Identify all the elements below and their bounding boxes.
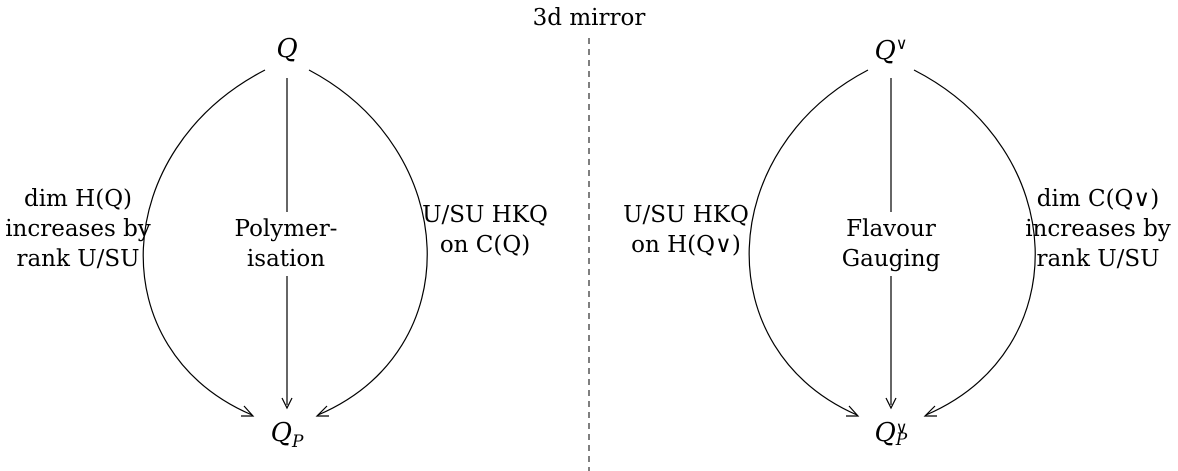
- right-center-arrowhead: [885, 397, 897, 410]
- left-center-line2: isation: [246, 246, 326, 272]
- left-bottom-node: QP: [270, 418, 304, 452]
- right-inner-label: U/SU HKQ on H(Q∨): [623, 200, 749, 260]
- left-outer-line2: increases by: [5, 216, 151, 242]
- right-inner-arc: [748, 69, 869, 416]
- right-center-line1: Flavour: [846, 216, 936, 242]
- right-outer-line1: dim C(Q∨): [1036, 186, 1160, 212]
- right-center-label: Flavour Gauging: [837, 212, 945, 276]
- left-outer-line1: dim H(Q): [23, 186, 133, 212]
- left-inner-line2: on C(Q): [439, 232, 531, 258]
- right-outer-line3: rank U/SU: [1036, 246, 1160, 272]
- right-outer-arc: [913, 69, 1036, 416]
- left-outer-arc: [142, 69, 266, 416]
- left-top-node: Q: [276, 34, 298, 64]
- left-center-label: Polymer- isation: [230, 212, 342, 276]
- right-inner-line2: on H(Q∨): [631, 232, 741, 258]
- left-outer-line3: rank U/SU: [16, 246, 140, 272]
- right-bottom-node: Q ∨ P: [874, 418, 908, 450]
- left-inner-label: U/SU HKQ on C(Q): [422, 200, 548, 260]
- right-inner-line1: U/SU HKQ: [623, 202, 749, 228]
- mirror-title: 3d mirror: [532, 5, 646, 31]
- left-outer-label: dim H(Q) increases by rank U/SU: [5, 184, 151, 274]
- right-top-node: Q∨: [874, 34, 908, 66]
- left-inner-arrowhead: [315, 405, 329, 417]
- right-outer-arrowhead: [923, 405, 937, 417]
- right-outer-label: dim C(Q∨) increases by rank U/SU: [1025, 184, 1171, 274]
- right-center-line2: Gauging: [841, 246, 941, 272]
- left-center-line1: Polymer-: [234, 216, 338, 242]
- left-inner-arc: [308, 69, 428, 416]
- left-center-arrowhead: [281, 397, 293, 410]
- left-inner-line1: U/SU HKQ: [422, 202, 548, 228]
- left-outer-arrowhead: [241, 405, 255, 417]
- right-outer-line2: increases by: [1025, 216, 1171, 242]
- right-inner-arrowhead: [846, 405, 860, 417]
